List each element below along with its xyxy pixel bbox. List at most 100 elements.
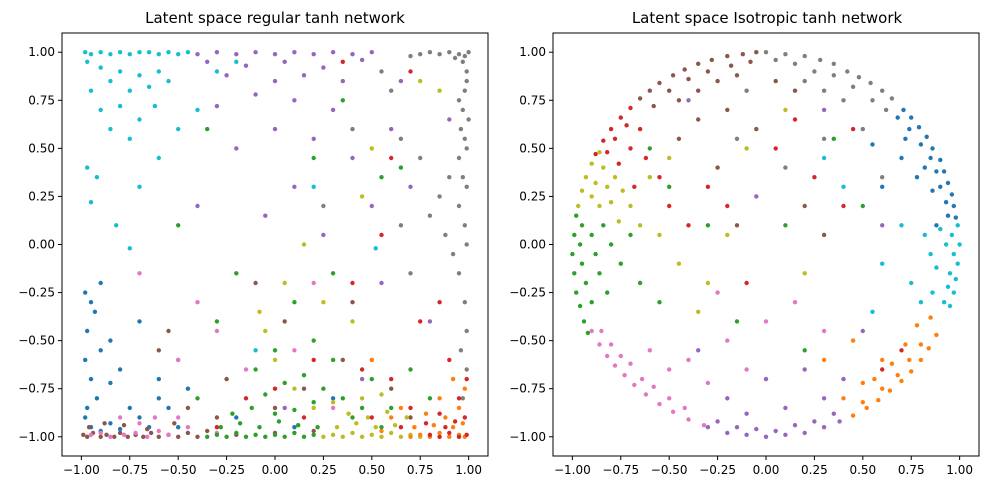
right-point-s7-24	[744, 367, 749, 372]
right-x-tick-label-8: 1.00	[946, 463, 973, 477]
left-point-s4-24	[311, 428, 316, 434]
right-point-s9-15	[889, 361, 895, 366]
left-point-s7-5	[369, 432, 374, 437]
right-point-s6-23	[667, 184, 672, 189]
left-point-s4-32	[282, 319, 287, 324]
right-point-s5-17	[657, 232, 662, 238]
left-point-s4-25	[185, 405, 191, 411]
right-point-s4-1	[618, 115, 623, 120]
right-point-s1-13	[934, 265, 939, 270]
left-point-s3-11	[117, 367, 123, 372]
left-point-s6-4	[243, 434, 249, 439]
left-point-s4-19	[145, 426, 150, 432]
left-point-s0-26	[108, 126, 113, 132]
left-point-s0-21	[166, 78, 171, 84]
right-point-s4-8	[637, 126, 643, 132]
right-point-s6-2	[570, 251, 575, 257]
left-point-s6-43	[205, 126, 210, 132]
right-point-s6-22	[657, 300, 662, 305]
left-point-s0-16	[156, 69, 161, 74]
right-point-s0-3	[924, 134, 929, 139]
right-point-s6-16	[601, 223, 606, 228]
left-point-s1-4	[272, 52, 278, 57]
right-point-s0-16	[938, 184, 943, 189]
left-point-s3-6	[94, 396, 100, 401]
right-point-s7-20	[667, 367, 672, 372]
left-point-s5-11	[176, 415, 181, 420]
left-point-s1-9	[369, 50, 374, 55]
right-point-s1-16	[930, 290, 935, 295]
right-point-s5-24	[696, 309, 701, 314]
left-point-s1-31	[389, 126, 394, 132]
left-x-tick-label-3: −0.25	[208, 463, 245, 477]
left-point-s9-19	[311, 357, 316, 363]
right-point-s7-2	[605, 353, 610, 359]
left-point-s7-30	[350, 319, 355, 324]
right-point-s8-12	[792, 423, 798, 428]
right-point-s0-1	[909, 115, 914, 120]
right-point-s8-23	[860, 328, 865, 334]
right-point-s4-12	[657, 175, 662, 180]
right-point-s2-14	[850, 84, 856, 90]
left-point-s7-31	[272, 357, 278, 363]
left-point-s3-4	[117, 426, 123, 432]
left-point-s2-34	[456, 271, 462, 276]
left-point-s1-13	[321, 65, 326, 70]
right-point-s8-26	[821, 107, 827, 113]
right-point-s8-2	[744, 432, 749, 437]
right-point-s4-9	[628, 146, 633, 151]
right-point-s2-12	[812, 69, 817, 74]
right-point-s2-11	[792, 61, 798, 66]
left-point-s9-22	[389, 155, 394, 161]
left-point-s9-4	[464, 432, 469, 437]
left-point-s7-34	[369, 146, 374, 151]
right-point-s6-10	[579, 261, 585, 266]
left-point-s0-22	[117, 103, 123, 109]
left-point-s9-6	[452, 419, 458, 424]
right-point-s7-26	[792, 300, 798, 305]
left-point-s3-0	[83, 415, 88, 420]
left-point-s3-20	[108, 338, 113, 343]
left-point-s4-34	[253, 280, 258, 286]
right-point-s2-9	[889, 96, 895, 101]
left-point-s2-17	[462, 136, 467, 141]
right-point-s7-25	[763, 319, 769, 324]
left-point-s2-6	[452, 55, 458, 61]
right-point-s5-15	[637, 223, 643, 228]
left-point-s0-11	[185, 50, 191, 55]
right-point-s8-17	[821, 396, 827, 401]
right-point-s0-15	[934, 169, 939, 174]
left-point-s1-15	[224, 73, 229, 78]
right-point-s7-22	[705, 380, 711, 386]
left-point-s2-10	[408, 53, 413, 59]
left-point-s9-15	[389, 376, 394, 382]
left-point-s9-13	[408, 405, 413, 411]
right-point-s2-20	[860, 126, 865, 132]
left-point-s8-9	[450, 425, 456, 430]
left-point-s2-24	[447, 175, 452, 180]
right-point-s4-0	[628, 105, 633, 111]
left-point-s7-3	[350, 430, 355, 436]
right-point-s8-11	[773, 428, 778, 434]
left-point-s7-25	[263, 328, 268, 334]
left-point-s2-19	[456, 155, 462, 161]
left-point-s9-25	[359, 367, 365, 372]
left-point-s6-22	[311, 400, 316, 405]
right-point-s7-1	[597, 342, 602, 347]
right-point-s6-17	[605, 290, 610, 295]
left-point-s4-11	[156, 434, 161, 439]
right-point-s7-8	[670, 409, 676, 414]
left-point-s4-7	[125, 434, 130, 439]
left-point-s8-20	[369, 357, 374, 363]
left-point-s3-10	[108, 380, 113, 386]
right-point-s2-21	[821, 136, 827, 141]
left-point-s1-38	[195, 203, 200, 209]
left-x-tick-label-4: 0.00	[262, 463, 289, 477]
left-point-s9-11	[447, 357, 452, 363]
left-point-s6-44	[176, 223, 181, 228]
right-point-s9-7	[926, 346, 931, 351]
right-point-s4-25	[899, 348, 904, 353]
left-point-s7-23	[311, 405, 316, 411]
left-point-s6-27	[253, 367, 258, 372]
left-point-s5-4	[133, 430, 138, 436]
